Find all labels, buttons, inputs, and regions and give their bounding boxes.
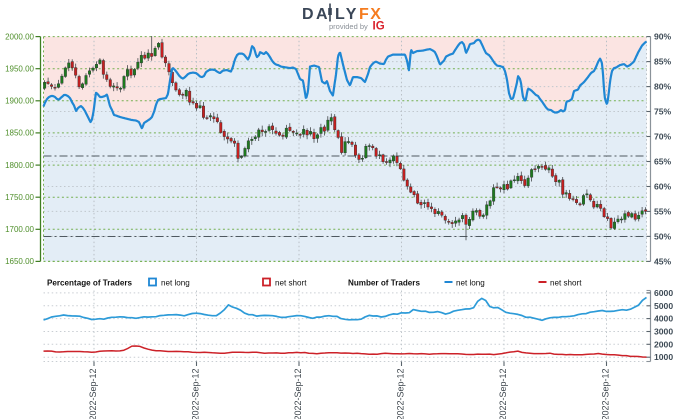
svg-text:1800.00: 1800.00 (5, 161, 34, 170)
svg-text:2022-Sep-12: 2022-Sep-12 (88, 368, 98, 419)
svg-text:net long: net long (161, 279, 190, 288)
svg-text:IG: IG (373, 21, 385, 33)
svg-text:1000: 1000 (654, 352, 673, 362)
svg-text:2022-Sep-12: 2022-Sep-12 (395, 368, 405, 419)
svg-text:55%: 55% (654, 206, 672, 216)
svg-text:75%: 75% (654, 107, 672, 117)
svg-text:2000.00: 2000.00 (5, 32, 34, 41)
svg-text:50%: 50% (654, 231, 672, 241)
svg-text:provided by: provided by (329, 22, 368, 31)
svg-text:LY: LY (335, 6, 359, 23)
svg-text:1650.00: 1650.00 (5, 257, 34, 266)
svg-text:DA: DA (302, 6, 330, 23)
svg-text:Percentage of Traders: Percentage of Traders (47, 279, 133, 288)
svg-text:1900.00: 1900.00 (5, 97, 34, 106)
svg-text:2022-Sep-12: 2022-Sep-12 (190, 368, 200, 419)
svg-text:2000: 2000 (654, 339, 673, 349)
svg-text:4000: 4000 (654, 314, 673, 324)
svg-text:90%: 90% (654, 32, 672, 42)
svg-text:6000: 6000 (654, 288, 673, 298)
svg-text:FX: FX (359, 6, 382, 23)
svg-text:1750.00: 1750.00 (5, 193, 34, 202)
svg-text:Number of Traders: Number of Traders (348, 279, 420, 288)
svg-text:5000: 5000 (654, 301, 673, 311)
svg-text:45%: 45% (654, 256, 672, 266)
svg-text:70%: 70% (654, 132, 672, 142)
svg-text:2022-Sep-12: 2022-Sep-12 (600, 368, 610, 419)
svg-text:85%: 85% (654, 57, 672, 67)
svg-text:net short: net short (275, 279, 307, 288)
svg-text:1850.00: 1850.00 (5, 129, 34, 138)
svg-text:1700.00: 1700.00 (5, 225, 34, 234)
svg-text:2022-Sep-12: 2022-Sep-12 (293, 368, 303, 419)
svg-text:net long: net long (456, 279, 485, 288)
svg-text:3000: 3000 (654, 327, 673, 337)
svg-text:net short: net short (550, 279, 582, 288)
svg-text:2022-Sep-12: 2022-Sep-12 (498, 368, 508, 419)
svg-text:80%: 80% (654, 82, 672, 92)
svg-text:1950.00: 1950.00 (5, 65, 34, 74)
svg-text:65%: 65% (654, 157, 672, 167)
svg-text:60%: 60% (654, 182, 672, 192)
